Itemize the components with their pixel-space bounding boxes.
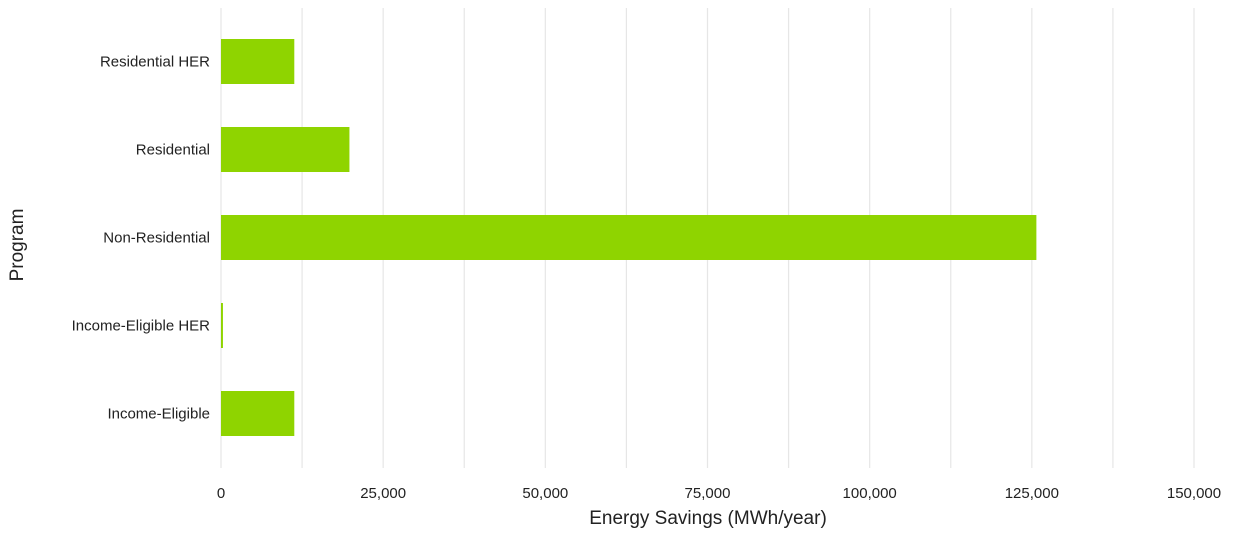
y-tick-label: Non-Residential	[103, 230, 210, 247]
y-tick-label: Income-Eligible HER	[72, 318, 211, 335]
x-tick-label: 150,000	[1167, 485, 1221, 502]
bars	[221, 39, 1037, 436]
bar	[221, 127, 350, 172]
x-axis-title: Energy Savings (MWh/year)	[589, 508, 827, 529]
y-axis-title: Program	[7, 209, 28, 282]
y-tick-label: Residential HER	[100, 54, 210, 71]
y-tick-label: Residential	[136, 142, 210, 159]
bar	[221, 303, 223, 348]
x-tick-label: 50,000	[522, 485, 568, 502]
x-tick-label: 25,000	[360, 485, 406, 502]
bar	[221, 39, 295, 84]
bar	[221, 391, 295, 436]
x-tick-label: 100,000	[843, 485, 897, 502]
x-tick-label: 75,000	[685, 485, 731, 502]
bar	[221, 215, 1037, 260]
x-tick-label: 125,000	[1005, 485, 1059, 502]
x-tick-label: 0	[217, 485, 225, 502]
y-tick-label: Income-Eligible	[107, 406, 210, 423]
y-tick-labels: Residential HER Residential Non-Residentia…	[72, 54, 211, 423]
x-tick-labels: 0 25,000 50,000 75,000 100,000 125,000 150,000	[217, 485, 1221, 502]
